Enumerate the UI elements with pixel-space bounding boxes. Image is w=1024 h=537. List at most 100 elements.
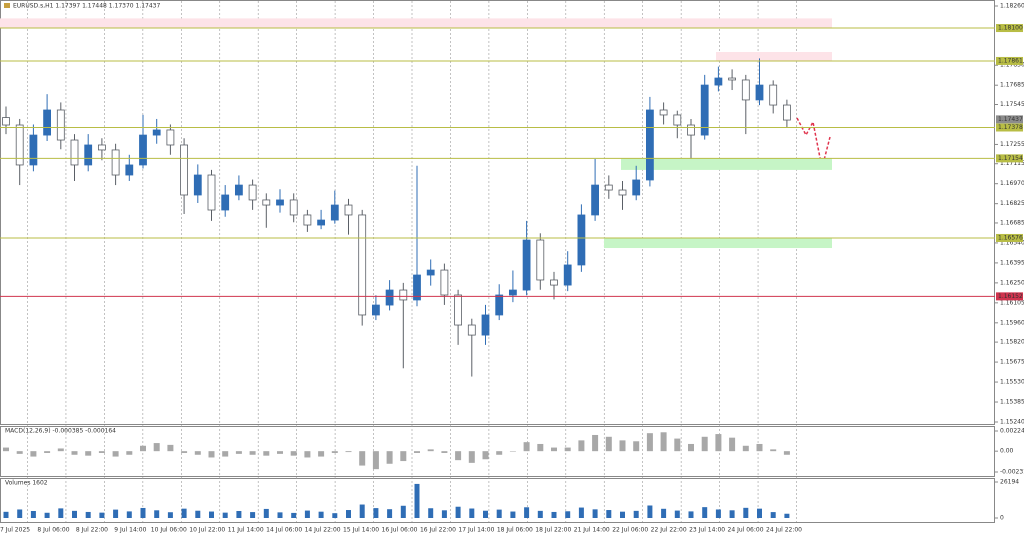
volume-bar [469, 508, 475, 518]
candle-body [783, 104, 791, 121]
candle-body [303, 214, 312, 226]
candle-body [98, 144, 106, 151]
macd-bar [386, 451, 393, 464]
volume-bar [647, 505, 653, 518]
candle-body [454, 294, 463, 326]
macd-bar [482, 451, 489, 460]
volume-bar [729, 510, 735, 518]
y-tick-label: 1.15240 [1000, 419, 1024, 426]
volume-bar [674, 510, 680, 518]
candle-body [659, 109, 668, 116]
candle-body [248, 184, 257, 201]
candle-body [728, 77, 736, 81]
candle-body [276, 199, 284, 206]
volume-bar [346, 510, 351, 518]
candle-body [2, 117, 10, 126]
candle-body [577, 214, 586, 266]
candle-body [289, 199, 298, 216]
volume-bar [3, 511, 9, 518]
macd-bar [688, 443, 694, 452]
x-tick-label: 24 Jul 22:00 [766, 527, 802, 534]
candle-body [536, 239, 545, 281]
volume-bar [702, 507, 708, 518]
volume-bar [661, 508, 667, 518]
macd-bar [660, 432, 667, 452]
forecast-path [796, 117, 831, 169]
macd-bar [551, 447, 557, 452]
main-panel [0, 0, 995, 425]
volume-bar [414, 483, 420, 518]
macd-bar [441, 451, 448, 453]
y-tick-label: 1.16970 [1000, 180, 1024, 187]
candle-body [591, 184, 599, 216]
macd-bar [564, 447, 571, 452]
macd-bar [605, 436, 612, 452]
macd-bar [194, 451, 201, 455]
candle-body [673, 114, 682, 126]
x-tick-label: 23 Jul 14:00 [689, 527, 725, 534]
candle-body [467, 324, 476, 336]
volume-bar [510, 511, 516, 518]
candle-body [385, 289, 394, 306]
y-tick-label: 1.16105 [1000, 299, 1024, 306]
candle-body [56, 109, 65, 141]
level-label: 1.18100 [998, 25, 1023, 32]
level-label: 1.16152 [998, 293, 1023, 300]
y-tick-label: 1.16685 [1000, 219, 1024, 226]
volume-bar [30, 510, 36, 518]
macd-bar [318, 451, 325, 457]
volume-bar [195, 510, 201, 518]
candle-body [741, 79, 750, 101]
volume-bar [578, 507, 584, 518]
y-tick-label: 1.17545 [1000, 101, 1024, 108]
macd-bar [496, 451, 503, 455]
level-label-box [996, 292, 1023, 301]
volume-bar [455, 506, 461, 518]
level-label-box [996, 56, 1023, 65]
candle-body [152, 129, 161, 136]
candle-body [769, 84, 778, 106]
level-label-box [996, 233, 1023, 242]
x-tick-label: 18 Jul 22:00 [535, 527, 571, 534]
x-tick-label: 8 Jul 22:00 [76, 527, 108, 534]
x-tick-label: 11 Jul 14:00 [228, 527, 264, 534]
level-label: 1.17437 [998, 116, 1023, 123]
x-tick-label: 22 Jul 22:00 [651, 527, 687, 534]
macd-bar [112, 451, 119, 457]
macd-bar [770, 449, 777, 452]
volume-bar [373, 508, 379, 518]
y-tick-label: 1.15960 [1000, 319, 1024, 326]
candle-body [426, 269, 435, 276]
volume-bar [332, 513, 338, 518]
candle-body [330, 204, 339, 221]
volume-bar [496, 509, 502, 518]
x-tick-label: 8 Jul 06:00 [37, 527, 69, 534]
macd-bar [277, 451, 283, 454]
level-label-box [996, 154, 1023, 163]
candle-body [687, 124, 695, 136]
level-label-box [996, 115, 1023, 124]
macd-bar [646, 433, 653, 452]
macd-bar [715, 434, 722, 452]
candle-body [618, 189, 627, 196]
y-tick-label: 1.17685 [1000, 82, 1024, 89]
macd-bar [222, 451, 229, 457]
candle-body [371, 304, 380, 316]
volume-bar [757, 508, 762, 518]
volume-bar [113, 509, 119, 518]
level-label: 1.17861 [998, 57, 1023, 64]
y-tick-label: 1.16540 [1000, 239, 1024, 246]
volume-bar [592, 509, 598, 518]
volume-bar [483, 510, 488, 518]
macd-bar [304, 451, 311, 458]
volume-bar [387, 509, 393, 518]
candle-body [522, 239, 531, 291]
candle-body [43, 109, 51, 136]
macd-bar [345, 451, 352, 453]
volume-bar [715, 509, 721, 518]
level-label: 1.17154 [998, 155, 1023, 162]
y-tick-label: 1.16825 [1000, 200, 1024, 207]
macd-bar [468, 451, 475, 463]
candle-body [646, 109, 654, 181]
